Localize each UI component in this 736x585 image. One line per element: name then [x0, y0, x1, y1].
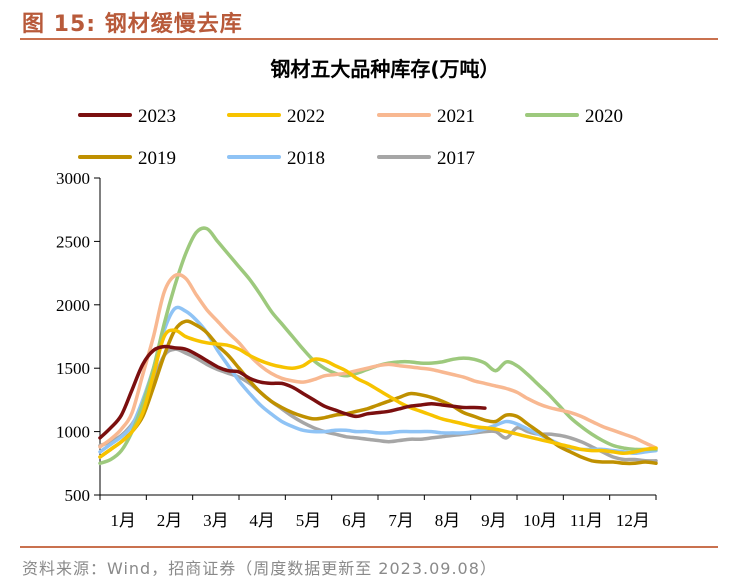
legend-item: 2021 — [377, 106, 475, 127]
x-tick-label: 10月 — [523, 511, 557, 530]
legend-label: 2020 — [585, 106, 623, 127]
series-line-2018 — [98, 305, 658, 455]
x-tick-label: 2月 — [157, 511, 183, 530]
x-tick-label: 12月 — [616, 511, 650, 530]
legend-label: 2021 — [437, 106, 475, 127]
x-tick-label: 7月 — [388, 511, 414, 530]
inventory-line-chart: 钢材五大品种库存(万吨） 2023 2022 2021 2020 2019 2018 201… — [56, 57, 658, 530]
legend-item: 2019 — [78, 148, 176, 169]
y-tick-label: 3000 — [56, 169, 90, 188]
x-tick-label: 11月 — [570, 511, 603, 530]
y-tick-label: 500 — [65, 486, 91, 505]
legend-label: 2023 — [138, 106, 176, 127]
y-tick-label: 2000 — [56, 296, 90, 315]
legend-item: 2022 — [227, 106, 325, 127]
series-line-2022 — [98, 328, 658, 459]
y-tick-label: 1000 — [56, 423, 90, 442]
legend-item: 2017 — [377, 148, 475, 169]
bottom-rule — [20, 546, 718, 548]
legend: 2023 2022 2021 2020 2019 2018 2017 — [78, 106, 623, 169]
series-line-2017 — [98, 347, 658, 463]
axes: 500 1000 1500 2000 2500 3000 1月 2月 3月 4月 5月 6月 7月 8月 9… — [56, 169, 657, 530]
y-tick-label: 1500 — [56, 359, 90, 378]
legend-label: 2019 — [138, 148, 176, 169]
legend-label: 2022 — [287, 106, 325, 127]
series-line-2021 — [98, 272, 658, 450]
figure-title: 图 15: 钢材缓慢去库 — [22, 12, 243, 37]
x-tick-label: 5月 — [296, 511, 322, 530]
legend-label: 2017 — [437, 148, 475, 169]
series-line-2020 — [98, 226, 658, 466]
y-tick-label: 2500 — [56, 232, 90, 251]
series-line-2023 — [98, 344, 487, 440]
legend-item: 2020 — [525, 106, 623, 127]
x-tick-label: 6月 — [342, 511, 368, 530]
series-line-2019 — [98, 319, 658, 466]
x-tick-label: 8月 — [435, 511, 461, 530]
legend-label: 2018 — [287, 148, 325, 169]
chart-title: 钢材五大品种库存(万吨） — [270, 57, 499, 81]
legend-item: 2018 — [227, 148, 325, 169]
series-layer — [98, 226, 658, 466]
x-tick-label: 9月 — [481, 511, 507, 530]
x-tick-label: 3月 — [203, 511, 229, 530]
x-tick-label: 1月 — [110, 511, 136, 530]
x-tick-label: 4月 — [249, 511, 275, 530]
legend-item: 2023 — [78, 106, 176, 127]
source-note: 资料来源：Wind，招商证券（周度数据更新至 2023.09.08） — [22, 559, 497, 578]
top-rule — [20, 38, 718, 40]
